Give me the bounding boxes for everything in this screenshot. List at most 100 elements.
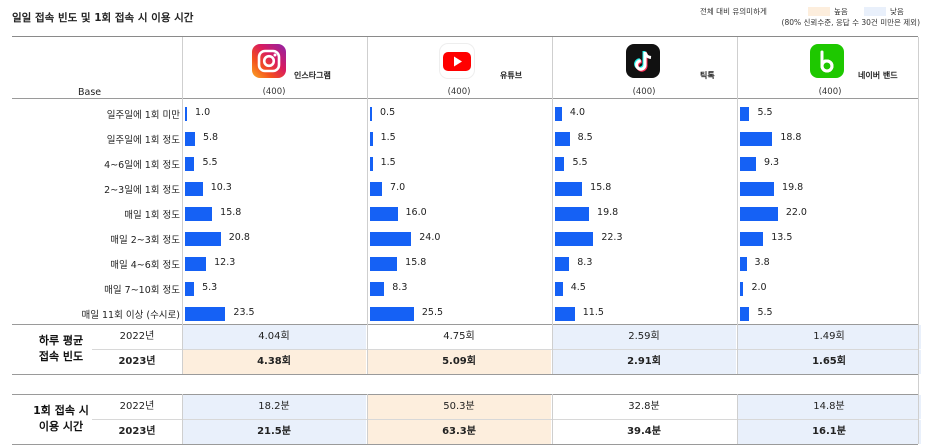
value-label-instagram: 5.3 (202, 282, 218, 293)
bar-instagram (185, 257, 207, 271)
bar-youtube (370, 257, 398, 271)
summary-cell-instagram: 18.2분 (182, 395, 366, 419)
legend: 전체 대비 유의미하게 높음 낮음 (80% 신뢰수준, 응답 수 30건 미만… (700, 6, 920, 36)
value-label-naver-band: 9.3 (763, 157, 780, 168)
header-rule (12, 36, 918, 37)
value-label-youtube: 24.0 (419, 232, 441, 243)
column-divider (552, 324, 553, 374)
bar-instagram (185, 107, 187, 121)
summary-cell-tiktok: 2.91회 (552, 350, 736, 374)
bar-naver-band (740, 282, 744, 296)
bar-naver-band (740, 207, 778, 221)
base-count-tiktok: (400) (632, 87, 656, 97)
category-label: 매일 11회 이상 (수시로) (81, 310, 180, 321)
bar-youtube (370, 232, 412, 246)
base-count-instagram: (400) (262, 87, 286, 97)
summary-cell-tiktok: 39.4분 (627, 426, 661, 437)
summary-year: 2022년 (119, 331, 155, 342)
value-label-instagram: 10.3 (210, 182, 232, 193)
summary-section-label-line1: 1회 접속 시 (33, 404, 89, 417)
page-title: 일일 접속 빈도 및 1회 접속 시 이용 시간 (12, 12, 194, 24)
value-label-tiktok: 8.3 (577, 257, 593, 268)
bar-instagram (185, 207, 213, 221)
value-label-youtube: 0.5 (380, 107, 396, 118)
summary-cell-youtube: 50.3분 (367, 395, 551, 419)
bar-naver-band (740, 182, 775, 196)
summary-cell-youtube: 4.75회 (443, 331, 475, 342)
bar-youtube (370, 207, 398, 221)
summary-cell-naver-band: 1.49회 (737, 325, 921, 349)
bar-instagram (185, 132, 195, 146)
summary-year: 2023년 (118, 356, 156, 367)
value-label-youtube: 8.3 (392, 282, 408, 293)
value-label-tiktok: 8.5 (577, 132, 593, 143)
column-divider (737, 324, 738, 374)
value-label-youtube: 15.8 (405, 257, 427, 268)
summary-cell-instagram: 21.5분 (182, 420, 366, 444)
value-label-instagram: 5.8 (202, 132, 219, 143)
legend-caption: 전체 대비 유의미하게 (700, 7, 767, 16)
value-label-tiktok: 4.5 (570, 282, 586, 293)
summary-section-label-line1: 하루 평균 (38, 334, 84, 347)
column-divider (182, 324, 183, 374)
platform-name-instagram: 인스타그램 (294, 71, 331, 80)
bar-naver-band (740, 157, 756, 171)
column-divider (182, 394, 183, 444)
summary-year: 2023년 (118, 426, 156, 437)
bar-tiktok (555, 157, 565, 171)
naver-band-logo-icon (810, 44, 844, 78)
value-label-instagram: 12.3 (214, 257, 236, 268)
value-label-tiktok: 11.5 (582, 307, 604, 318)
category-label: 매일 2~3회 정도 (110, 235, 180, 246)
platform-name-naver-band: 네이버 밴드 (858, 71, 898, 80)
summary-section-label-line2: 이용 시간 (38, 420, 84, 433)
legend-high-label: 높음 (834, 7, 848, 16)
bar-youtube (370, 132, 373, 146)
value-label-naver-band: 18.8 (780, 132, 802, 143)
platform-name-youtube: 유튜브 (500, 71, 523, 80)
bar-tiktok (555, 182, 583, 196)
bar-tiktok (555, 132, 570, 146)
bar-tiktok (555, 282, 563, 296)
bar-naver-band (740, 232, 764, 246)
bar-tiktok (555, 307, 575, 321)
value-label-naver-band: 5.5 (757, 107, 773, 118)
value-label-instagram: 20.8 (228, 232, 250, 243)
summary-cell-youtube: 63.3분 (367, 420, 551, 444)
summary-cell-youtube: 5.09회 (367, 350, 551, 374)
bar-instagram (185, 282, 195, 296)
bar-instagram (185, 232, 221, 246)
value-label-tiktok: 4.0 (569, 107, 585, 118)
summary-cell-tiktok: 2.59회 (552, 325, 736, 349)
value-label-tiktok: 5.5 (572, 157, 588, 168)
value-label-naver-band: 19.8 (782, 182, 804, 193)
summary-cell-tiktok: 32.8분 (628, 401, 660, 412)
column-divider (552, 37, 553, 324)
category-label: 일주일에 1회 미만 (106, 110, 180, 121)
chart-bottom-rule (12, 324, 918, 325)
value-label-naver-band: 2.0 (751, 282, 767, 293)
column-divider (367, 394, 368, 444)
summary-cell-naver-band: 1.65회 (737, 350, 921, 374)
summary-block-rule (12, 394, 918, 395)
bar-tiktok (555, 232, 594, 246)
bar-youtube (370, 282, 385, 296)
legend-note: (80% 신뢰수준, 응답 수 30건 미만은 제외) (781, 18, 920, 27)
base-divider (12, 98, 918, 99)
value-label-naver-band: 13.5 (771, 232, 793, 243)
tiktok-logo-icon (626, 44, 660, 78)
legend-low-swatch (864, 7, 886, 16)
column-divider (737, 394, 738, 444)
column-divider (367, 37, 368, 324)
value-label-instagram: 5.5 (202, 157, 218, 168)
summary-year: 2022년 (119, 401, 155, 412)
instagram-logo-icon (252, 44, 286, 78)
category-label: 매일 4~6회 정도 (110, 260, 180, 271)
bar-tiktok (555, 107, 562, 121)
bar-instagram (185, 307, 226, 321)
bar-youtube (370, 157, 373, 171)
legend-high-swatch (808, 7, 830, 16)
value-label-tiktok: 19.8 (597, 207, 619, 218)
column-divider (367, 324, 368, 374)
bar-youtube (370, 182, 383, 196)
